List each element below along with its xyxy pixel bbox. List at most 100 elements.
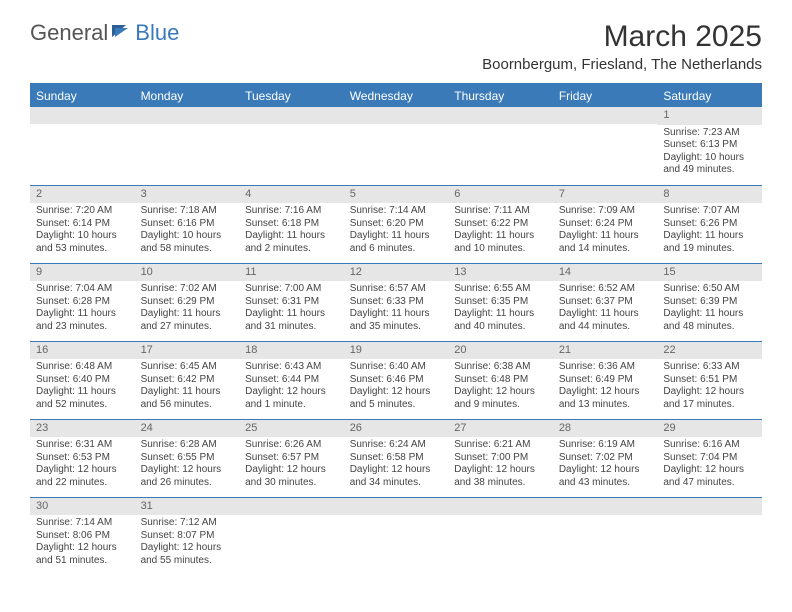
day-number: 2 (30, 186, 135, 204)
daylight-text: Daylight: 12 hours and 38 minutes. (454, 464, 547, 489)
day-cell: 21Sunrise: 6:36 AMSunset: 6:49 PMDayligh… (553, 341, 658, 419)
daylight-text: Daylight: 12 hours and 51 minutes. (36, 542, 129, 567)
logo: General Blue (30, 20, 179, 46)
day-cell: 8Sunrise: 7:07 AMSunset: 6:26 PMDaylight… (657, 185, 762, 263)
empty-strip (448, 107, 553, 124)
day-number: 24 (135, 420, 240, 438)
calendar-table: Sunday Monday Tuesday Wednesday Thursday… (30, 85, 762, 575)
sunset-text: Sunset: 8:06 PM (36, 530, 129, 543)
day-number: 10 (135, 264, 240, 282)
sunset-text: Sunset: 6:48 PM (454, 374, 547, 387)
day-cell: 4Sunrise: 7:16 AMSunset: 6:18 PMDaylight… (239, 185, 344, 263)
day-body: Sunrise: 7:20 AMSunset: 6:14 PMDaylight:… (30, 203, 135, 259)
day-body: Sunrise: 6:16 AMSunset: 7:04 PMDaylight:… (657, 437, 762, 493)
day-number: 20 (448, 342, 553, 360)
day-body: Sunrise: 6:50 AMSunset: 6:39 PMDaylight:… (657, 281, 762, 337)
daylight-text: Daylight: 12 hours and 5 minutes. (350, 386, 443, 411)
logo-word2: Blue (135, 20, 179, 46)
daylight-text: Daylight: 11 hours and 35 minutes. (350, 308, 443, 333)
day-cell: 15Sunrise: 6:50 AMSunset: 6:39 PMDayligh… (657, 263, 762, 341)
day-cell: 28Sunrise: 6:19 AMSunset: 7:02 PMDayligh… (553, 419, 658, 497)
weekday-row: Sunday Monday Tuesday Wednesday Thursday… (30, 85, 762, 107)
day-number: 18 (239, 342, 344, 360)
day-number: 4 (239, 186, 344, 204)
day-body: Sunrise: 6:52 AMSunset: 6:37 PMDaylight:… (553, 281, 658, 337)
day-body: Sunrise: 7:18 AMSunset: 6:16 PMDaylight:… (135, 203, 240, 259)
day-body: Sunrise: 7:14 AMSunset: 8:06 PMDaylight:… (30, 515, 135, 571)
col-saturday: Saturday (657, 85, 762, 107)
sunrise-text: Sunrise: 7:09 AM (559, 205, 652, 218)
empty-strip (30, 107, 135, 124)
col-thursday: Thursday (448, 85, 553, 107)
day-cell: 31Sunrise: 7:12 AMSunset: 8:07 PMDayligh… (135, 497, 240, 575)
day-body: Sunrise: 6:33 AMSunset: 6:51 PMDaylight:… (657, 359, 762, 415)
day-cell: 18Sunrise: 6:43 AMSunset: 6:44 PMDayligh… (239, 341, 344, 419)
sunrise-text: Sunrise: 7:02 AM (141, 283, 234, 296)
day-cell: 26Sunrise: 6:24 AMSunset: 6:58 PMDayligh… (344, 419, 449, 497)
day-cell: 2Sunrise: 7:20 AMSunset: 6:14 PMDaylight… (30, 185, 135, 263)
sunrise-text: Sunrise: 6:52 AM (559, 283, 652, 296)
empty-strip (239, 498, 344, 515)
day-cell: 17Sunrise: 6:45 AMSunset: 6:42 PMDayligh… (135, 341, 240, 419)
daylight-text: Daylight: 11 hours and 2 minutes. (245, 230, 338, 255)
daylight-text: Daylight: 11 hours and 44 minutes. (559, 308, 652, 333)
daylight-text: Daylight: 12 hours and 43 minutes. (559, 464, 652, 489)
sunset-text: Sunset: 6:18 PM (245, 218, 338, 231)
calendar-row: 23Sunrise: 6:31 AMSunset: 6:53 PMDayligh… (30, 419, 762, 497)
sunrise-text: Sunrise: 7:04 AM (36, 283, 129, 296)
day-number: 29 (657, 420, 762, 438)
day-number: 9 (30, 264, 135, 282)
daylight-text: Daylight: 10 hours and 53 minutes. (36, 230, 129, 255)
sunrise-text: Sunrise: 7:16 AM (245, 205, 338, 218)
empty-strip (553, 498, 658, 515)
sunrise-text: Sunrise: 7:20 AM (36, 205, 129, 218)
day-body: Sunrise: 6:48 AMSunset: 6:40 PMDaylight:… (30, 359, 135, 415)
daylight-text: Daylight: 11 hours and 19 minutes. (663, 230, 756, 255)
empty-cell (135, 107, 240, 185)
day-cell: 10Sunrise: 7:02 AMSunset: 6:29 PMDayligh… (135, 263, 240, 341)
empty-cell (553, 107, 658, 185)
location: Boornbergum, Friesland, The Netherlands (482, 56, 762, 73)
sunset-text: Sunset: 6:31 PM (245, 296, 338, 309)
day-cell: 7Sunrise: 7:09 AMSunset: 6:24 PMDaylight… (553, 185, 658, 263)
sunset-text: Sunset: 8:07 PM (141, 530, 234, 543)
sunset-text: Sunset: 6:42 PM (141, 374, 234, 387)
calendar-row: 2Sunrise: 7:20 AMSunset: 6:14 PMDaylight… (30, 185, 762, 263)
day-number: 27 (448, 420, 553, 438)
sunset-text: Sunset: 6:26 PM (663, 218, 756, 231)
day-body: Sunrise: 7:11 AMSunset: 6:22 PMDaylight:… (448, 203, 553, 259)
day-body: Sunrise: 6:31 AMSunset: 6:53 PMDaylight:… (30, 437, 135, 493)
sunset-text: Sunset: 6:35 PM (454, 296, 547, 309)
day-cell: 19Sunrise: 6:40 AMSunset: 6:46 PMDayligh… (344, 341, 449, 419)
day-number: 1 (657, 107, 762, 125)
day-body: Sunrise: 6:36 AMSunset: 6:49 PMDaylight:… (553, 359, 658, 415)
day-body: Sunrise: 6:43 AMSunset: 6:44 PMDaylight:… (239, 359, 344, 415)
day-body: Sunrise: 6:21 AMSunset: 7:00 PMDaylight:… (448, 437, 553, 493)
empty-cell (30, 107, 135, 185)
day-body: Sunrise: 6:45 AMSunset: 6:42 PMDaylight:… (135, 359, 240, 415)
day-cell: 22Sunrise: 6:33 AMSunset: 6:51 PMDayligh… (657, 341, 762, 419)
sunset-text: Sunset: 6:29 PM (141, 296, 234, 309)
day-body: Sunrise: 6:28 AMSunset: 6:55 PMDaylight:… (135, 437, 240, 493)
daylight-text: Daylight: 12 hours and 1 minute. (245, 386, 338, 411)
sunrise-text: Sunrise: 7:11 AM (454, 205, 547, 218)
sunrise-text: Sunrise: 6:21 AM (454, 439, 547, 452)
daylight-text: Daylight: 11 hours and 23 minutes. (36, 308, 129, 333)
day-number: 22 (657, 342, 762, 360)
empty-cell (344, 497, 449, 575)
empty-cell (657, 497, 762, 575)
sunset-text: Sunset: 6:57 PM (245, 452, 338, 465)
day-number: 19 (344, 342, 449, 360)
sunset-text: Sunset: 6:13 PM (663, 139, 756, 152)
day-body: Sunrise: 7:23 AMSunset: 6:13 PMDaylight:… (657, 125, 762, 181)
day-cell: 12Sunrise: 6:57 AMSunset: 6:33 PMDayligh… (344, 263, 449, 341)
empty-cell (448, 107, 553, 185)
sunrise-text: Sunrise: 6:55 AM (454, 283, 547, 296)
day-body: Sunrise: 7:07 AMSunset: 6:26 PMDaylight:… (657, 203, 762, 259)
empty-strip (553, 107, 658, 124)
empty-strip (135, 107, 240, 124)
sunset-text: Sunset: 6:46 PM (350, 374, 443, 387)
day-body: Sunrise: 7:12 AMSunset: 8:07 PMDaylight:… (135, 515, 240, 571)
sunrise-text: Sunrise: 6:33 AM (663, 361, 756, 374)
day-cell: 24Sunrise: 6:28 AMSunset: 6:55 PMDayligh… (135, 419, 240, 497)
